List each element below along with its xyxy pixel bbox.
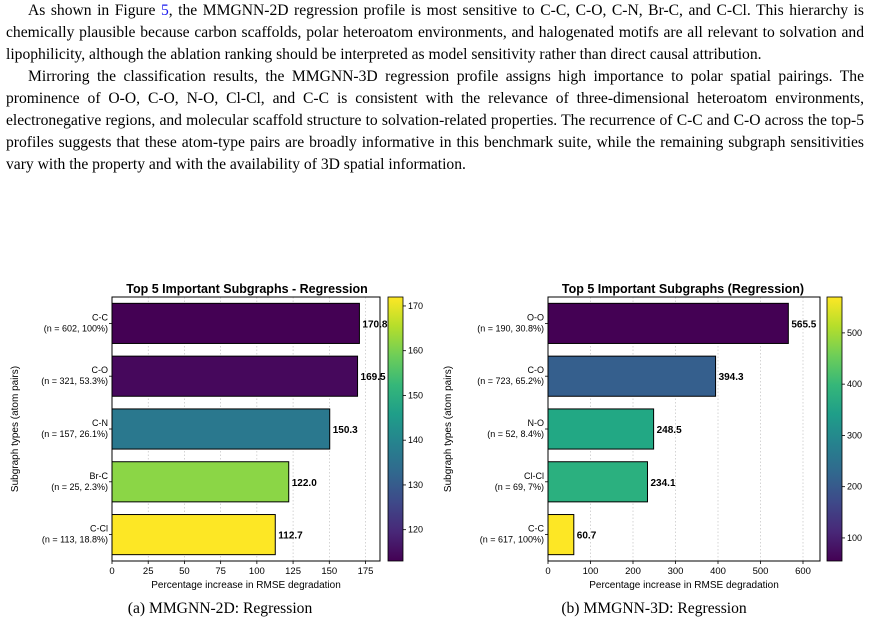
colorbar-tick-label: 160 (408, 346, 423, 356)
x-tick-label: 150 (321, 566, 337, 577)
bar (111, 355, 359, 397)
bar (547, 302, 789, 344)
category-annotation: (n = 52, 8.4%) (487, 429, 544, 439)
bar (111, 302, 360, 344)
colorbar (826, 296, 843, 562)
x-tick-label: 200 (625, 566, 641, 577)
category-annotation: (n = 157, 26.1%) (41, 429, 108, 439)
category-annotation: (n = 25, 2.3%) (51, 482, 108, 492)
bar-value-label: 565.5 (791, 319, 816, 330)
bar-value-label: 60.7 (577, 531, 597, 542)
figure-reference-link[interactable]: 5 (160, 2, 169, 19)
x-tick-label: 600 (795, 566, 811, 577)
y-axis-label: Subgraph types (atom pairs) (443, 366, 454, 492)
colorbar-tick-label: 170 (408, 301, 423, 311)
category-annotation: (n = 723, 65.2%) (477, 376, 544, 386)
chart-title: Top 5 Important Subgraphs - Regression (126, 282, 367, 296)
bar-value-label: 234.1 (650, 478, 675, 489)
paragraph-2: Mirroring the classification results, th… (6, 68, 864, 173)
x-tick-label: 500 (753, 566, 769, 577)
paragraph-1: As shown in Figure 5, the MMGNN-2D regre… (6, 0, 864, 66)
x-tick-label: 400 (710, 566, 726, 577)
category-label: C-O (92, 365, 109, 375)
colorbar-tick-label: 400 (847, 379, 862, 389)
figure-b: 565.5 O-O (n = 190, 30.8%) 394.3 C-O (n = 723… (437, 276, 867, 591)
category-label: C-O (528, 365, 545, 375)
category-label: Cl-Cl (524, 471, 544, 481)
x-tick-label: 0 (545, 566, 550, 577)
chart-2d-regression: 170.8 C-C(n = 602, 100%) 169.5 C-O(n = 321,… (10, 282, 423, 591)
bar-value-label: 394.3 (719, 372, 744, 383)
chart-3d-regression: 565.5 O-O(n = 190, 30.8%) 394.3 C-O(n = 723… (443, 282, 862, 591)
category-annotation: (n = 602, 100%) (44, 323, 108, 333)
x-tick-label: 100 (583, 566, 599, 577)
category-label: O-O (527, 312, 544, 322)
bar (111, 514, 276, 556)
plot-frame (111, 296, 381, 562)
bar (547, 408, 655, 450)
x-tick-label: 50 (179, 566, 190, 577)
colorbar-tick-label: 200 (847, 482, 862, 492)
colorbar-tick-label: 150 (408, 390, 423, 400)
category-label: N-O (528, 418, 545, 428)
bar-value-label: 169.5 (361, 372, 386, 383)
caption-a: (a) MMGNN-2D: Regression (127, 600, 313, 617)
category-annotation: (n = 321, 53.3%) (41, 376, 108, 386)
bar (547, 461, 648, 503)
chart-title: Top 5 Important Subgraphs (Regression) (562, 282, 804, 296)
y-axis-label: Subgraph types (atom pairs) (10, 366, 21, 492)
category-label: C-Cl (90, 524, 108, 534)
x-tick-label: 75 (215, 566, 226, 577)
colorbar-tick-label: 100 (847, 533, 862, 543)
category-annotation: (n = 190, 30.8%) (477, 323, 544, 333)
bar-value-label: 150.3 (333, 425, 358, 436)
x-axis-label: Percentage increase in RMSE degradation (589, 580, 779, 591)
bar-value-label: 248.5 (657, 425, 682, 436)
category-annotation: (n = 69, 7%) (495, 482, 544, 492)
body-text: As shown in Figure 5, the MMGNN-2D regre… (6, 0, 864, 176)
paragraph-1-rest: , the MMGNN-2D regression profile is mos… (6, 2, 864, 63)
colorbar-tick-label: 300 (847, 430, 862, 440)
category-annotation: (n = 617, 100%) (480, 535, 544, 545)
category-label: C-C (92, 312, 108, 322)
x-axis-label: Percentage increase in RMSE degradation (151, 580, 341, 591)
bar (111, 461, 290, 503)
category-label: C-C (528, 524, 544, 534)
category-label: Br-C (90, 471, 109, 481)
bar-value-label: 112.7 (278, 531, 303, 542)
caption-b: (b) MMGNN-3D: Regression (561, 600, 747, 617)
bar (111, 408, 331, 450)
colorbar-tick-label: 120 (408, 525, 423, 535)
x-tick-label: 25 (143, 566, 154, 577)
plot-frame (547, 296, 821, 562)
x-tick-label: 175 (358, 566, 374, 577)
colorbar (387, 296, 404, 562)
x-tick-label: 125 (285, 566, 301, 577)
x-tick-label: 300 (668, 566, 684, 577)
bar-value-label: 170.8 (362, 319, 387, 330)
paragraph-1-lead: As shown in Figure (28, 2, 161, 19)
x-tick-label: 100 (249, 566, 265, 577)
category-annotation: (n = 113, 18.8%) (42, 535, 108, 545)
bar (547, 355, 717, 397)
category-label: C-N (92, 418, 108, 428)
bar-value-label: 122.0 (292, 478, 317, 489)
bar (547, 514, 575, 556)
colorbar-tick-label: 500 (847, 328, 862, 338)
colorbar-tick-label: 130 (408, 480, 423, 490)
colorbar-tick-label: 140 (408, 435, 423, 445)
x-tick-label: 0 (109, 566, 114, 577)
figure-a: 170.8 C-C (n = 602, 100%) 169.5 C-O (n = 321,… (4, 276, 424, 591)
